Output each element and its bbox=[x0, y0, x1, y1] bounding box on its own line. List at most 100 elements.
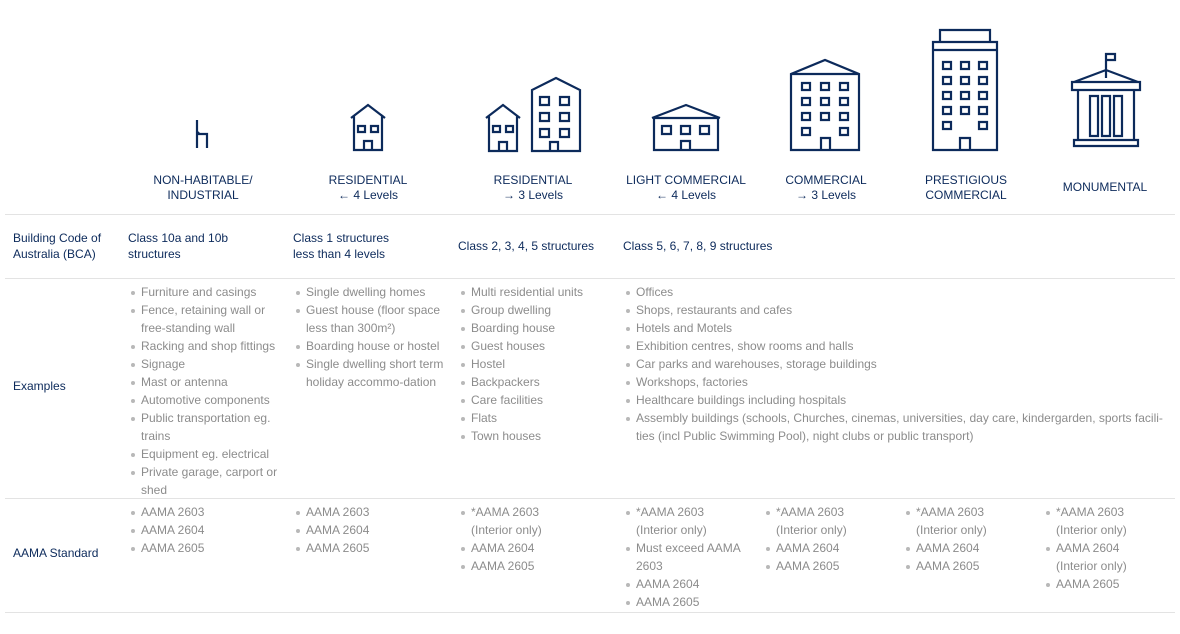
aama-list: *AAMA 2603 (Interior only) AAMA 2604 (Int… bbox=[1043, 503, 1143, 593]
list-item: Offices bbox=[623, 283, 1163, 301]
bca-cell: Class 10a and 10b structures bbox=[128, 231, 229, 261]
list-item: AAMA 2604 bbox=[763, 539, 863, 557]
list-item: Public transportation eg. trains bbox=[128, 409, 288, 445]
header-subtitle: INDUSTRIAL bbox=[167, 188, 239, 202]
list-item: Single dwelling homes bbox=[293, 283, 453, 301]
low-commercial-building-icon bbox=[650, 102, 722, 157]
divider bbox=[5, 612, 1175, 613]
tower-building-icon bbox=[928, 28, 1002, 157]
aama-list: AAMA 2603 AAMA 2604 AAMA 2605 bbox=[128, 503, 258, 557]
list-item: AAMA 2605 bbox=[903, 557, 1003, 575]
column-header-residential-high: RESIDENTIAL → 3 Levels bbox=[458, 173, 608, 203]
header-title: COMMERCIAL bbox=[785, 173, 867, 187]
list-item: *AAMA 2603 (Interior only) bbox=[458, 503, 558, 539]
header-subtitle: ← 4 Levels bbox=[337, 188, 399, 202]
list-item: Hostel bbox=[458, 355, 618, 373]
list-item: AAMA 2605 bbox=[763, 557, 863, 575]
list-item: Boarding house or hostel bbox=[293, 337, 453, 355]
house-icon bbox=[349, 102, 387, 157]
header-subtitle: → 3 Levels bbox=[502, 188, 564, 202]
list-item: *AAMA 2603 (Interior only) bbox=[763, 503, 863, 539]
examples-list: Offices Shops, restaurants and cafes Hotel… bbox=[623, 283, 1163, 445]
divider bbox=[5, 214, 1175, 215]
list-item: AAMA 2604 (Interior only) bbox=[1043, 539, 1143, 575]
list-item: Guest house (floor space less than 300m²… bbox=[293, 301, 453, 337]
list-item: AAMA 2603 bbox=[128, 503, 258, 521]
list-item: Single dwelling short term holiday accom… bbox=[293, 355, 453, 391]
list-item: Assembly buildings (schools, Churches, c… bbox=[623, 409, 1163, 445]
list-item: AAMA 2604 bbox=[623, 575, 748, 593]
divider bbox=[5, 278, 1175, 279]
aama-list: *AAMA 2603 (Interior only) Must exceed AA… bbox=[623, 503, 748, 611]
list-item: AAMA 2605 bbox=[128, 539, 258, 557]
list-item: *AAMA 2603 (Interior only) bbox=[623, 503, 748, 539]
list-item: *AAMA 2603 (Interior only) bbox=[903, 503, 1003, 539]
column-header-monumental: MONUMENTAL bbox=[1030, 180, 1180, 195]
column-header-residential-low: RESIDENTIAL ← 4 Levels bbox=[293, 173, 443, 203]
header-title: NON-HABITABLE/ bbox=[153, 173, 253, 187]
examples-list: Furniture and casings Fence, retaining wa… bbox=[128, 283, 288, 499]
list-item: Healthcare buildings including hospitals bbox=[623, 391, 1163, 409]
list-item: AAMA 2605 bbox=[623, 593, 748, 611]
bca-cell: Class 1 structures less than 4 levels bbox=[293, 231, 390, 261]
bca-cell: Class 5, 6, 7, 8, 9 structures bbox=[623, 239, 773, 253]
header-title: MONUMENTAL bbox=[1062, 180, 1148, 194]
list-item: Automotive components bbox=[128, 391, 288, 409]
list-item: Hotels and Motels bbox=[623, 319, 1163, 337]
list-item: AAMA 2605 bbox=[293, 539, 423, 557]
list-item: *AAMA 2603 (Interior only) bbox=[1043, 503, 1143, 539]
aama-list: *AAMA 2603 (Interior only) AAMA 2604 AAMA … bbox=[763, 503, 863, 575]
list-item: Exhibition centres, show rooms and halls bbox=[623, 337, 1163, 355]
list-item: Backpackers bbox=[458, 373, 618, 391]
list-item: Town houses bbox=[458, 427, 618, 445]
bca-cell: Class 2, 3, 4, 5 structures bbox=[458, 239, 595, 253]
row-label-examples: Examples bbox=[13, 379, 66, 393]
list-item: Must exceed AAMA 2603 bbox=[623, 539, 748, 575]
list-item: Care facilities bbox=[458, 391, 618, 409]
aama-list: AAMA 2603 AAMA 2604 AAMA 2605 bbox=[293, 503, 423, 557]
examples-list: Multi residential units Group dwelling Boa… bbox=[458, 283, 618, 445]
chair-icon bbox=[193, 118, 213, 157]
list-item: Racking and shop fittings bbox=[128, 337, 288, 355]
column-header-non-habitable: NON-HABITABLE/INDUSTRIAL bbox=[128, 173, 278, 203]
header-title: RESIDENTIAL bbox=[493, 173, 573, 187]
examples-list: Single dwelling homes Guest house (floor … bbox=[293, 283, 453, 391]
header-subtitle: → 3 Levels bbox=[795, 188, 857, 202]
list-item: Private garage, carport or shed bbox=[128, 463, 288, 499]
list-item: Workshops, factories bbox=[623, 373, 1163, 391]
list-item: Group dwelling bbox=[458, 301, 618, 319]
list-item: Flats bbox=[458, 409, 618, 427]
column-header-commercial: COMMERCIAL → 3 Levels bbox=[751, 173, 901, 203]
aama-list: *AAMA 2603 (Interior only) AAMA 2604 AAMA … bbox=[458, 503, 558, 575]
header-title: LIGHT COMMERCIAL bbox=[626, 173, 746, 187]
list-item: AAMA 2604 bbox=[293, 521, 423, 539]
list-item: AAMA 2604 bbox=[458, 539, 558, 557]
list-item: Guest houses bbox=[458, 337, 618, 355]
row-label-bca: Building Code of Australia (BCA) bbox=[13, 231, 102, 261]
list-item: Car parks and warehouses, storage buildi… bbox=[623, 355, 1163, 373]
list-item: AAMA 2603 bbox=[293, 503, 423, 521]
header-subtitle: COMMERCIAL bbox=[925, 188, 1007, 202]
header-title: PRESTIGIOUS bbox=[924, 173, 1007, 187]
divider bbox=[5, 498, 1175, 499]
list-item: AAMA 2604 bbox=[128, 521, 258, 539]
column-header-prestigious: PRESTIGIOUS COMMERCIAL bbox=[891, 173, 1041, 203]
monument-building-icon bbox=[1066, 52, 1146, 157]
aama-list: *AAMA 2603 (Interior only) AAMA 2604 AAMA … bbox=[903, 503, 1003, 575]
column-header-light-commercial: LIGHT COMMERCIAL ← 4 Levels bbox=[611, 173, 761, 203]
header-subtitle: ← 4 Levels bbox=[655, 188, 717, 202]
list-item: AAMA 2604 bbox=[903, 539, 1003, 557]
office-building-icon bbox=[788, 58, 862, 157]
header-title: RESIDENTIAL bbox=[328, 173, 408, 187]
list-item: Boarding house bbox=[458, 319, 618, 337]
list-item: Equipment eg. electrical bbox=[128, 445, 288, 463]
list-item: AAMA 2605 bbox=[458, 557, 558, 575]
list-item: Shops, restaurants and cafes bbox=[623, 301, 1163, 319]
row-label-aama: AAMA Standard bbox=[13, 546, 99, 560]
list-item: Mast or antenna bbox=[128, 373, 288, 391]
list-item: Signage bbox=[128, 355, 288, 373]
house-and-apartment-icon bbox=[484, 75, 584, 158]
list-item: AAMA 2605 bbox=[1043, 575, 1143, 593]
list-item: Furniture and casings bbox=[128, 283, 288, 301]
list-item: Fence, retaining wall or free-standing w… bbox=[128, 301, 288, 337]
